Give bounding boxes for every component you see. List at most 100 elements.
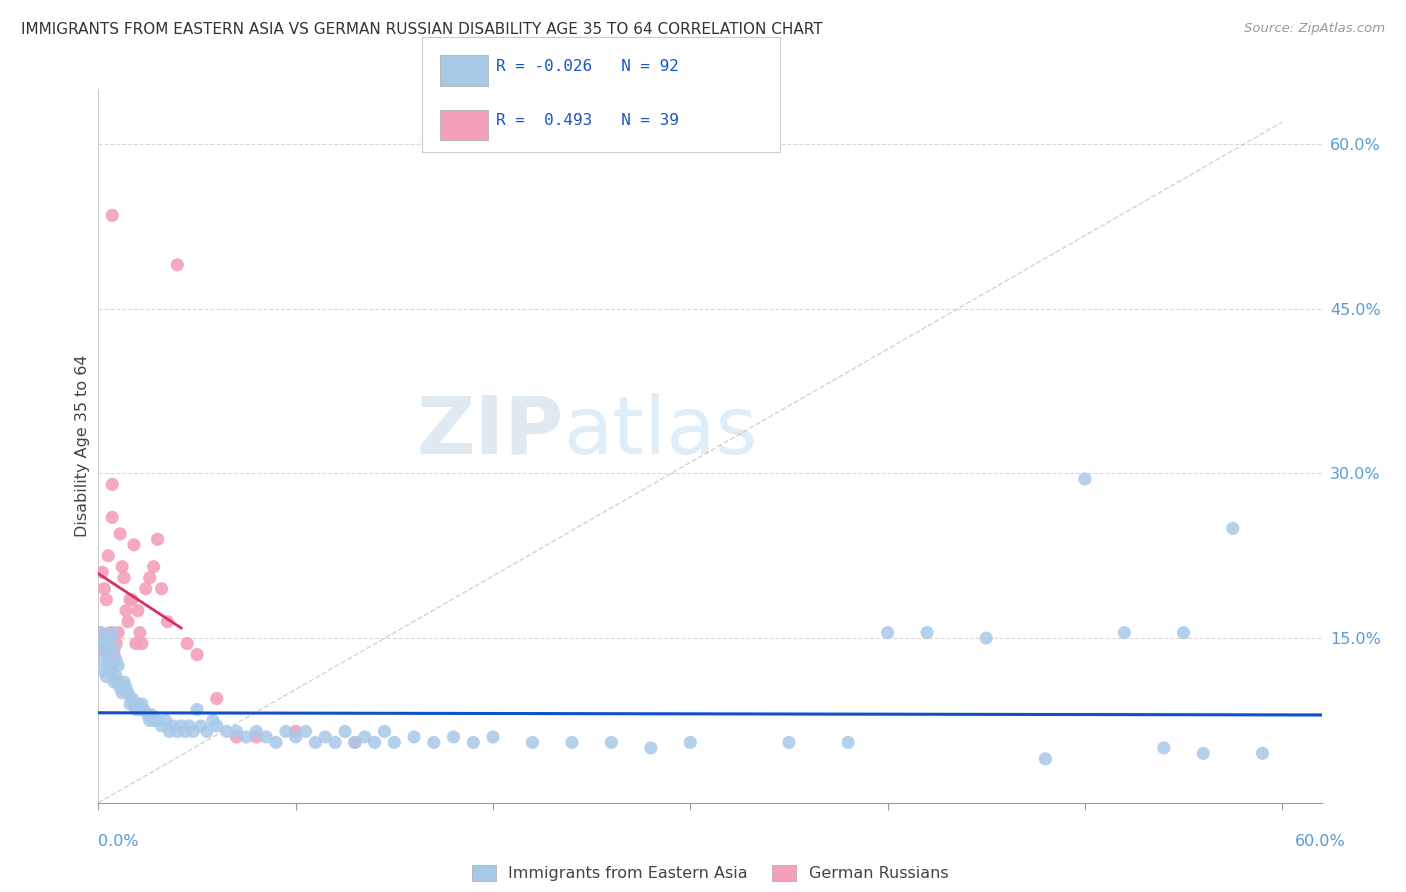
Point bbox=[162, 719, 184, 733]
Point bbox=[254, 730, 277, 744]
Point bbox=[179, 719, 201, 733]
Point bbox=[91, 566, 114, 580]
Text: ZIP: ZIP bbox=[416, 392, 564, 471]
Point bbox=[98, 625, 121, 640]
Point bbox=[127, 697, 149, 711]
Point bbox=[264, 735, 287, 749]
Point bbox=[107, 675, 129, 690]
Point bbox=[97, 642, 120, 657]
Point bbox=[125, 702, 148, 716]
Point bbox=[205, 719, 228, 733]
Point bbox=[105, 669, 128, 683]
Point bbox=[640, 740, 662, 755]
Point bbox=[101, 510, 124, 524]
Point bbox=[837, 735, 859, 749]
Point bbox=[150, 719, 173, 733]
Point bbox=[138, 714, 160, 728]
Point bbox=[679, 735, 702, 749]
Point bbox=[404, 730, 426, 744]
Text: Source: ZipAtlas.com: Source: ZipAtlas.com bbox=[1244, 22, 1385, 36]
Point bbox=[915, 625, 938, 640]
Point bbox=[170, 719, 193, 733]
Point bbox=[132, 702, 155, 716]
Point bbox=[93, 642, 115, 657]
Point bbox=[105, 637, 128, 651]
Point bbox=[101, 664, 124, 678]
Point bbox=[463, 735, 485, 749]
Point bbox=[101, 209, 124, 223]
Text: atlas: atlas bbox=[564, 392, 758, 471]
Point bbox=[225, 724, 247, 739]
Point bbox=[146, 714, 169, 728]
Legend: Immigrants from Eastern Asia, German Russians: Immigrants from Eastern Asia, German Rus… bbox=[465, 858, 955, 888]
Point bbox=[245, 730, 267, 744]
Point bbox=[103, 675, 125, 690]
Point bbox=[150, 582, 173, 596]
Point bbox=[382, 735, 405, 749]
Point bbox=[89, 625, 111, 640]
Point bbox=[128, 625, 150, 640]
Point bbox=[343, 735, 366, 749]
Point bbox=[1074, 472, 1097, 486]
Point bbox=[107, 658, 129, 673]
Point bbox=[353, 730, 375, 744]
Point bbox=[141, 708, 163, 723]
Point bbox=[117, 615, 139, 629]
Point bbox=[107, 625, 129, 640]
Point bbox=[600, 735, 623, 749]
Point bbox=[135, 582, 157, 596]
Point bbox=[138, 571, 160, 585]
Point bbox=[363, 735, 385, 749]
Point bbox=[136, 708, 159, 723]
Point bbox=[245, 724, 267, 739]
Point bbox=[118, 697, 141, 711]
Point bbox=[201, 714, 224, 728]
Point bbox=[215, 724, 238, 739]
Point bbox=[195, 724, 218, 739]
Point bbox=[482, 730, 505, 744]
Point bbox=[1192, 747, 1215, 761]
Point bbox=[155, 714, 177, 728]
Point bbox=[97, 653, 120, 667]
Point bbox=[225, 730, 247, 744]
Point bbox=[89, 625, 111, 640]
Point bbox=[181, 724, 204, 739]
Point bbox=[146, 533, 169, 547]
Point bbox=[373, 724, 395, 739]
Point bbox=[112, 571, 135, 585]
Point bbox=[159, 724, 181, 739]
Point bbox=[111, 559, 134, 574]
Point bbox=[174, 724, 197, 739]
Point bbox=[323, 735, 346, 749]
Y-axis label: Disability Age 35 to 64: Disability Age 35 to 64 bbox=[75, 355, 90, 537]
Point bbox=[205, 691, 228, 706]
Point bbox=[111, 686, 134, 700]
Point bbox=[118, 592, 141, 607]
Point bbox=[522, 735, 544, 749]
Point bbox=[1035, 752, 1057, 766]
Point bbox=[98, 658, 121, 673]
Point bbox=[97, 642, 120, 657]
Point bbox=[125, 637, 148, 651]
Point bbox=[101, 625, 124, 640]
Point bbox=[166, 724, 188, 739]
Point bbox=[1222, 521, 1244, 535]
Point bbox=[98, 631, 121, 645]
Point bbox=[561, 735, 583, 749]
Point bbox=[91, 642, 114, 657]
Point bbox=[1114, 625, 1136, 640]
Point bbox=[96, 669, 118, 683]
Point bbox=[186, 648, 208, 662]
Point bbox=[128, 702, 150, 716]
Point bbox=[103, 648, 125, 662]
Point bbox=[101, 477, 124, 491]
Point bbox=[142, 559, 165, 574]
Point bbox=[274, 724, 297, 739]
Point bbox=[93, 664, 115, 678]
Point bbox=[343, 735, 366, 749]
Point bbox=[876, 625, 898, 640]
Point bbox=[108, 681, 131, 695]
Point bbox=[314, 730, 336, 744]
Point bbox=[97, 549, 120, 563]
Point bbox=[93, 582, 115, 596]
